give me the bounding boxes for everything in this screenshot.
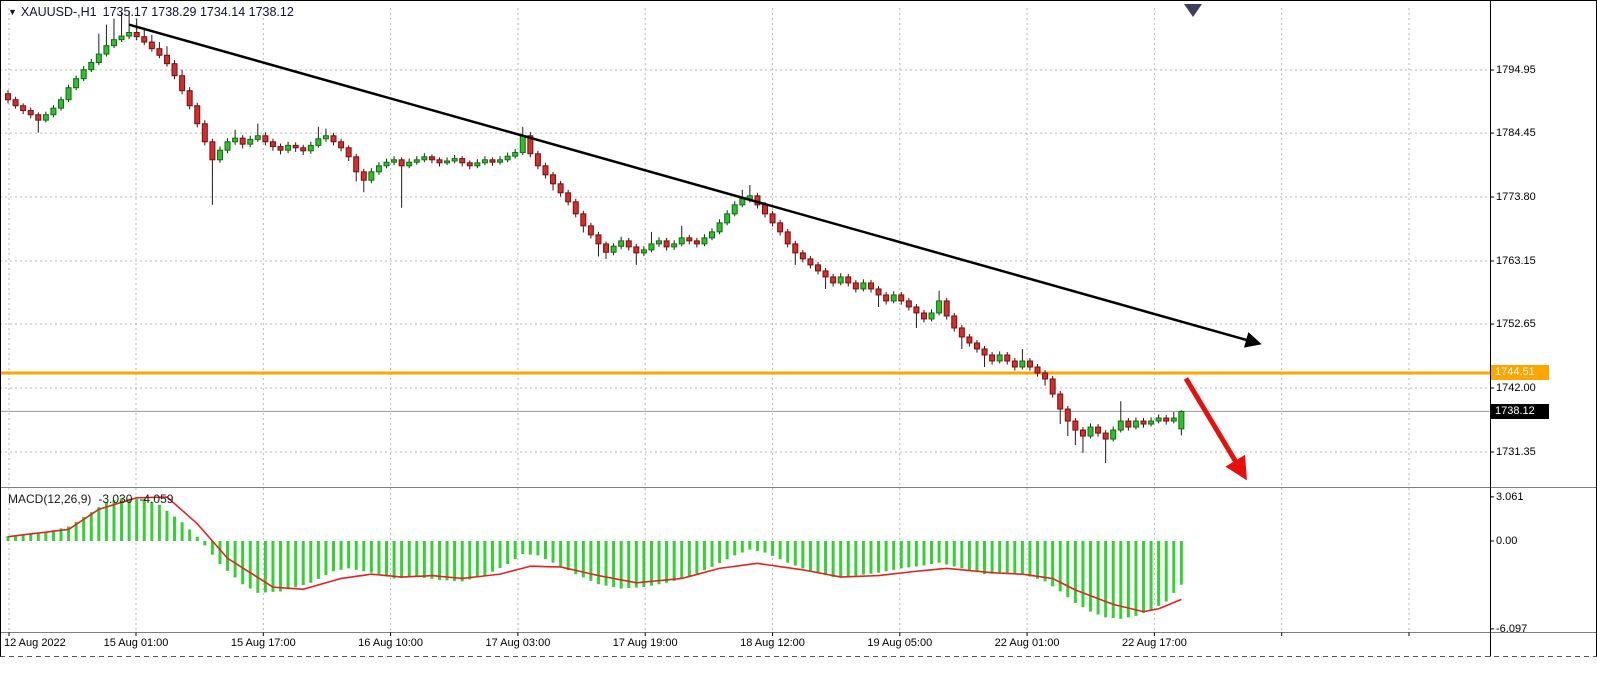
time-axis-label: 15 Aug 01:00 (103, 637, 169, 649)
down-arrow-annotation[interactable] (1183, 377, 1247, 481)
time-axis-label: 22 Aug 17:00 (1121, 637, 1187, 649)
macd-axis-label: 3.061 (1496, 490, 1524, 503)
ohlc-toggle-icon[interactable]: ▼ (8, 7, 17, 17)
price-axis-label: 1784.45 (1496, 127, 1536, 140)
macd-signal-line (7, 496, 1182, 613)
ohlc-values: 1735.17 1738.29 1734.14 1738.12 (102, 5, 294, 19)
frame-and-separators (0, 0, 1597, 657)
price-axis-label: 1742.00 (1496, 382, 1536, 395)
symbol-timeframe-label: XAUUSD-,H1 (20, 5, 97, 19)
price-axis-label: 1794.95 (1496, 64, 1536, 76)
time-axis-label: 17 Aug 03:00 (485, 637, 551, 649)
macd-histogram (6, 498, 1183, 619)
time-axis-label: 17 Aug 19:00 (612, 637, 678, 649)
time-axis-label: 18 Aug 12:00 (740, 637, 805, 649)
macd-indicator-label: MACD(12,26,9) -3.030 -4.059 (8, 492, 173, 506)
grid (0, 8, 1490, 632)
chart-header: ▼ XAUUSD-,H1 1735.17 1738.29 1734.14 1738.… (8, 5, 294, 19)
price-axis-label: 1763.15 (1496, 254, 1536, 267)
time-axis-label: 12 Aug 2022 (4, 637, 66, 649)
time-axis-label: 15 Aug 17:00 (230, 637, 296, 649)
price-axis-label: 1752.65 (1496, 318, 1536, 331)
current-price-tag: 1738.12 (1491, 403, 1549, 419)
macd-value-main: -3.030 (98, 492, 133, 506)
axis-ticks (8, 69, 1494, 636)
macd-value-signal: -4.059 (139, 492, 174, 506)
price-axis-label: 1773.80 (1496, 191, 1536, 204)
trendline-annotation[interactable] (128, 23, 1262, 348)
chart-shift-marker[interactable] (1184, 4, 1202, 17)
horizontal-line-price-tag: 1744.51 (1491, 365, 1549, 381)
time-axis-label: 16 Aug 10:00 (358, 637, 424, 649)
candlestick-series[interactable] (5, 10, 1185, 464)
time-axis-label: 19 Aug 05:00 (867, 637, 933, 649)
macd-axis-label: 0.00 (1496, 535, 1518, 547)
time-axis-label: 22 Aug 01:00 (994, 637, 1060, 649)
macd-axis-label: -6.097 (1496, 622, 1528, 635)
macd-name: MACD(12,26,9) (8, 492, 92, 506)
price-axis-label: 1731.35 (1496, 445, 1536, 458)
